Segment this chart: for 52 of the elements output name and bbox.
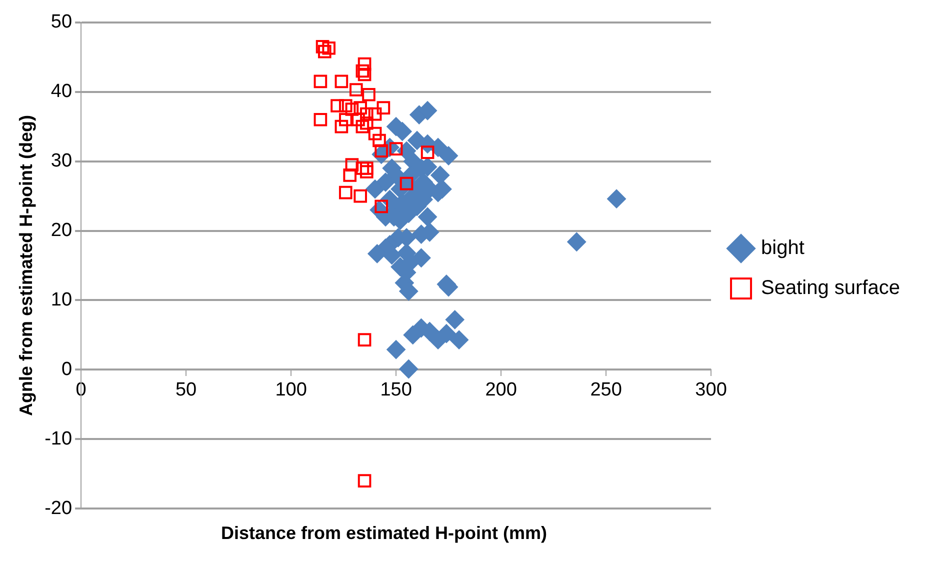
point: [314, 74, 328, 88]
y-tick-label: -10: [44, 428, 72, 450]
x-axis-title: Distance from estimated H-point (mm): [220, 523, 548, 544]
x-tick-label: 100: [275, 379, 307, 400]
point: [314, 112, 328, 126]
point: [316, 40, 330, 54]
point: [338, 186, 352, 200]
point: [400, 176, 414, 190]
point: [345, 158, 359, 172]
point: [330, 99, 344, 112]
point: [362, 88, 376, 102]
point: [372, 134, 386, 148]
x-tick-label: 150: [380, 379, 412, 400]
point: [358, 474, 372, 488]
legend-label: bight: [761, 237, 805, 260]
y-tick-label: 30: [50, 150, 72, 172]
point: [338, 112, 352, 126]
point: [358, 57, 372, 71]
x-tick-label: 0: [76, 379, 86, 400]
point: [368, 107, 382, 121]
y-tick-label: 50: [50, 12, 72, 33]
legend-label: Seating surface: [761, 277, 900, 300]
y-tick-label: 0: [61, 358, 72, 380]
point: [334, 74, 348, 88]
y-tick-label: -20: [44, 498, 72, 519]
y-tick-label: 10: [50, 289, 72, 310]
point: [354, 189, 367, 203]
point: [349, 83, 363, 96]
x-tick-label: 300: [695, 379, 727, 400]
point: [360, 165, 374, 178]
point: [368, 126, 382, 140]
x-tick-label: 50: [175, 379, 197, 400]
point: [420, 146, 434, 159]
point: [376, 101, 390, 114]
point: [360, 116, 374, 130]
point: [374, 200, 388, 214]
x-tick-label: 200: [485, 379, 517, 400]
point: [318, 44, 332, 58]
point: [338, 99, 352, 112]
point: [356, 64, 370, 78]
point: [358, 333, 372, 346]
y-tick-label: 40: [50, 81, 72, 102]
point: [358, 68, 372, 82]
point: [334, 120, 348, 134]
point: [354, 101, 367, 114]
y-tick-label: 20: [50, 220, 72, 242]
point: [322, 41, 336, 55]
point: [345, 102, 359, 116]
point: [343, 168, 357, 182]
y-axis-title: Agnle from estimated H-point (deg): [16, 114, 36, 416]
point: [356, 120, 370, 134]
x-tick-label: 250: [590, 379, 622, 400]
